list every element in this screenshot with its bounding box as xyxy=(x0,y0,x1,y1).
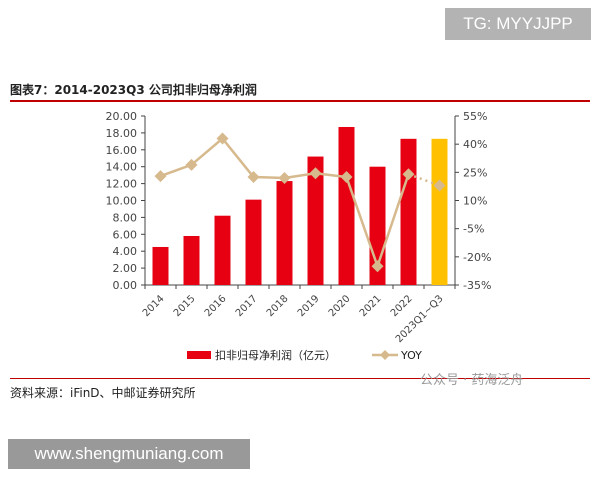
chart: 0.00 2.00 4.00 6.00 8.00 10.00 12.00 14.00 16.00… xyxy=(106,110,492,362)
bar xyxy=(183,235,200,285)
yoy-point xyxy=(433,179,446,192)
left-tick-label: 4.00 xyxy=(113,245,138,258)
bar xyxy=(307,156,324,285)
x-tick-label: 2017 xyxy=(234,293,260,319)
yoy-point xyxy=(247,171,260,184)
x-tick-label: 2015 xyxy=(172,293,198,319)
right-tick-label: 25% xyxy=(463,166,487,179)
legend-bar-label: 扣非归母净利润（亿元） xyxy=(215,348,336,362)
left-tick-label: 16.00 xyxy=(106,144,138,157)
watermark-top: TG: MYYJJPP xyxy=(445,8,591,40)
x-tick-label: 2016 xyxy=(203,293,229,319)
yoy-point xyxy=(216,132,229,145)
source-note: 资料来源：iFinD、中邮证券研究所 xyxy=(10,386,196,400)
legend-line-label: YOY xyxy=(400,349,422,362)
x-tick-label: 2018 xyxy=(265,293,291,319)
bar xyxy=(245,199,262,285)
yoy-point xyxy=(154,170,167,183)
left-tick-label: 20.00 xyxy=(106,110,138,123)
left-tick-label: 6.00 xyxy=(113,228,138,241)
title-divider xyxy=(10,100,590,102)
right-tick-label: 55% xyxy=(463,110,487,123)
x-tick-label: 2014 xyxy=(141,293,167,319)
source-divider xyxy=(10,378,590,379)
left-tick-label: 0.00 xyxy=(113,279,138,292)
yoy-point xyxy=(309,167,322,180)
x-tick-label: 2020 xyxy=(327,293,353,319)
right-tick-label: 10% xyxy=(463,195,487,208)
right-tick-label: -5% xyxy=(463,223,484,236)
left-tick-label: 2.00 xyxy=(113,262,138,275)
yoy-point xyxy=(340,171,353,184)
yoy-point xyxy=(185,158,198,171)
yoy-point xyxy=(402,168,415,181)
legend-line-marker xyxy=(380,350,390,360)
watermark-bottom: www.shengmuniang.com xyxy=(8,439,250,469)
bar xyxy=(431,138,448,285)
left-tick-label: 18.00 xyxy=(106,127,138,140)
x-tick-label: 2021 xyxy=(358,293,384,319)
left-tick-label: 10.00 xyxy=(106,195,138,208)
bar xyxy=(276,181,293,285)
bar xyxy=(152,246,169,285)
left-tick-label: 12.00 xyxy=(106,178,138,191)
yoy-point xyxy=(278,171,291,184)
left-tick-label: 8.00 xyxy=(113,211,138,224)
bar xyxy=(400,138,417,285)
wechat-watermark: 公众号 · 药海泛舟 xyxy=(420,373,524,388)
right-tick-label: -35% xyxy=(463,279,491,292)
left-tick-label: 14.00 xyxy=(106,161,138,174)
bar xyxy=(214,215,231,285)
right-tick-label: -20% xyxy=(463,251,491,264)
chart-title: 图表7：2014-2023Q3 公司扣非归母净利润 xyxy=(10,83,257,97)
bar xyxy=(338,126,355,285)
legend-bar-swatch xyxy=(187,351,211,359)
x-tick-label: 2019 xyxy=(296,293,322,319)
yoy-point xyxy=(371,260,384,273)
x-tick-label: 2022 xyxy=(389,293,415,319)
right-tick-label: 40% xyxy=(463,138,487,151)
